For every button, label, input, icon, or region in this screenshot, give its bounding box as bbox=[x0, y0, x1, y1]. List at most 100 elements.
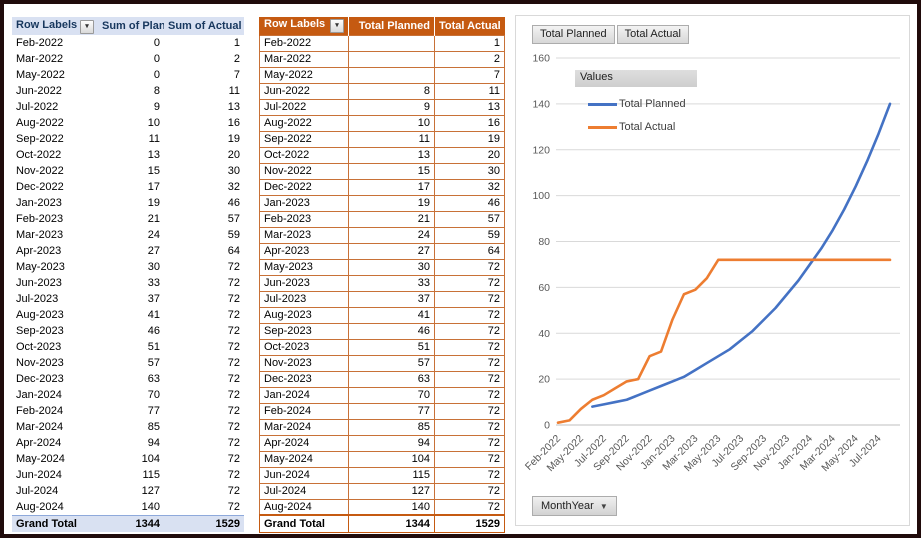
cell-value: 72 bbox=[434, 418, 505, 436]
cell-value: 1 bbox=[434, 34, 505, 52]
cell-value: 72 bbox=[434, 498, 505, 516]
filter-dropdown-icon[interactable]: ▾ bbox=[330, 19, 344, 34]
y-axis-tick-label: 20 bbox=[538, 374, 550, 386]
table-row: Mar-2022 2 bbox=[259, 50, 505, 68]
table-row: Oct-2022 13 20 bbox=[259, 146, 505, 164]
table-row: Feb-2023 21 57 bbox=[12, 211, 244, 227]
cell-value: 1529 bbox=[164, 514, 244, 532]
table-row: Jun-2022 8 11 bbox=[259, 82, 505, 100]
y-axis-tick-label: 100 bbox=[532, 190, 550, 202]
cell-month: Jan-2023 bbox=[16, 197, 62, 209]
cell-value: 72 bbox=[227, 469, 240, 481]
table-row: Aug-2023 41 72 bbox=[12, 307, 244, 323]
table-row: Jan-2024 70 72 bbox=[12, 387, 244, 403]
cell-month: Feb-2023 bbox=[259, 210, 349, 228]
cell-value: 30 bbox=[434, 162, 505, 180]
cell-month: Oct-2022 bbox=[259, 146, 349, 164]
cell-value: 20 bbox=[227, 149, 240, 161]
cell-month: Mar-2024 bbox=[16, 421, 64, 433]
table-row: Nov-2023 57 72 bbox=[259, 354, 505, 372]
cell-month: Jul-2024 bbox=[16, 485, 59, 497]
cell-month: May-2023 bbox=[259, 258, 349, 276]
cell-value: 72 bbox=[434, 402, 505, 420]
legend-values-button[interactable]: Values bbox=[575, 70, 697, 87]
cell-value: 16 bbox=[434, 114, 505, 132]
cell-value: 72 bbox=[434, 258, 505, 276]
cell-value: 27 bbox=[348, 242, 435, 260]
cell-value: 57 bbox=[227, 213, 240, 225]
row-labels-header: Row Labels ▾ bbox=[259, 17, 349, 35]
cell-month: Aug-2024 bbox=[259, 498, 349, 516]
cell-month: Mar-2024 bbox=[259, 418, 349, 436]
filter-dropdown-icon[interactable]: ▾ bbox=[80, 19, 94, 34]
cell-month: Jan-2024 bbox=[16, 389, 62, 401]
field-button-total-actual[interactable]: Total Actual bbox=[616, 25, 689, 44]
cell-value: 19 bbox=[227, 133, 240, 145]
cell-month: Nov-2023 bbox=[259, 354, 349, 372]
table-row: May-2023 30 72 bbox=[259, 258, 505, 276]
cell-value: 19 bbox=[147, 197, 160, 209]
cell-month: Aug-2024 bbox=[16, 500, 64, 513]
cell-value: 27 bbox=[147, 245, 160, 257]
cell-value: 57 bbox=[348, 354, 435, 372]
cell-value: 72 bbox=[227, 405, 240, 417]
y-axis-tick-label: 120 bbox=[532, 144, 550, 156]
legend-line-swatch bbox=[588, 125, 617, 129]
table-row: Feb-2022 0 1 bbox=[12, 35, 244, 51]
cell-value: 19 bbox=[348, 194, 435, 212]
cell-value: 0 bbox=[153, 69, 160, 81]
cell-value: 72 bbox=[434, 466, 505, 484]
cell-value: 2 bbox=[434, 50, 505, 68]
cell-value: 85 bbox=[147, 421, 160, 433]
total-planned-header: Total Planned bbox=[348, 17, 435, 35]
y-axis-tick-label: 40 bbox=[538, 328, 550, 340]
cell-value: 0 bbox=[153, 53, 160, 65]
row-labels-header-text: Row Labels bbox=[16, 18, 78, 31]
cell-value: 72 bbox=[434, 386, 505, 404]
table-row: Dec-2022 17 32 bbox=[12, 179, 244, 195]
cell-month: Jun-2024 bbox=[259, 466, 349, 484]
pivot-chart: 0 20 40 60 80 100 120 140 160 Feb-2022 May-2022 Jul… bbox=[515, 15, 910, 526]
cell-value: 9 bbox=[153, 101, 160, 113]
table-row: Jul-2024 127 72 bbox=[259, 482, 505, 500]
table-row: May-2022 7 bbox=[259, 66, 505, 84]
cell-value: 15 bbox=[348, 162, 435, 180]
cell-value: 115 bbox=[348, 466, 435, 484]
cell-month: Jun-2023 bbox=[16, 277, 62, 289]
table-row: Feb-2022 1 bbox=[259, 34, 505, 52]
table-row: Jan-2024 70 72 bbox=[259, 386, 505, 404]
cell-value: 30 bbox=[348, 258, 435, 276]
cell-month: Feb-2024 bbox=[259, 402, 349, 420]
field-button-total-planned[interactable]: Total Planned bbox=[532, 25, 615, 44]
cell-value: 21 bbox=[147, 213, 160, 225]
legend-line-swatch bbox=[588, 102, 617, 106]
table-row: Dec-2022 17 32 bbox=[259, 178, 505, 196]
cell-month: May-2022 bbox=[16, 69, 65, 81]
cell-month: Mar-2023 bbox=[259, 226, 349, 244]
table-row: Jun-2022 8 11 bbox=[12, 83, 244, 99]
table-row: Mar-2024 85 72 bbox=[12, 419, 244, 435]
chart-legend: Values Total Planned Total Actual bbox=[575, 70, 697, 133]
cell-month: Jul-2023 bbox=[259, 290, 349, 308]
table-row: Aug-2022 10 16 bbox=[259, 114, 505, 132]
cell-month: Oct-2022 bbox=[16, 149, 62, 161]
cell-month: Feb-2023 bbox=[16, 213, 64, 225]
legend-entries: Total Planned Total Actual bbox=[575, 98, 697, 133]
sum-of-plan-header: Sum of Plan bbox=[98, 17, 164, 35]
cell-month: Aug-2023 bbox=[259, 306, 349, 324]
cell-value: 24 bbox=[147, 229, 160, 241]
table-row: Jul-2022 9 13 bbox=[12, 99, 244, 115]
cell-value: 57 bbox=[147, 357, 160, 369]
table-row: Feb-2024 77 72 bbox=[259, 402, 505, 420]
pivot-table-plan-actual: Row Labels ▾ Sum of Plan Sum of Actual F… bbox=[12, 17, 244, 532]
cell-value: 30 bbox=[227, 165, 240, 177]
row-labels-header: Row Labels ▾ bbox=[12, 17, 98, 35]
cell-month: Grand Total bbox=[259, 514, 349, 533]
y-axis-tick-label: 60 bbox=[538, 282, 550, 294]
cell-value: 13 bbox=[348, 146, 435, 164]
cell-value: 37 bbox=[147, 293, 160, 305]
sum-of-actual-header: Sum of Actual bbox=[164, 17, 244, 35]
cell-month: Mar-2022 bbox=[259, 50, 349, 68]
axis-field-button-monthyear[interactable]: MonthYear ▼ bbox=[532, 496, 617, 516]
cell-month: May-2024 bbox=[259, 450, 349, 468]
